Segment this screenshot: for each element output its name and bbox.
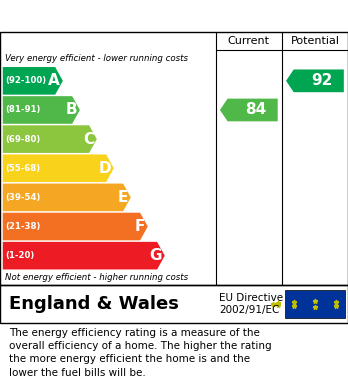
Text: Potential: Potential [291, 36, 339, 46]
Text: F: F [135, 219, 145, 234]
Text: (69-80): (69-80) [5, 135, 40, 143]
Text: A: A [48, 74, 60, 88]
Text: (81-91): (81-91) [5, 106, 41, 115]
Bar [285, 290, 345, 318]
Polygon shape [220, 99, 278, 121]
Text: (92-100): (92-100) [5, 76, 46, 85]
Text: 84: 84 [245, 102, 267, 117]
Text: C: C [83, 132, 94, 147]
Text: (39-54): (39-54) [5, 193, 41, 202]
Text: EU Directive
2002/91/EC: EU Directive 2002/91/EC [219, 293, 283, 315]
Text: Not energy efficient - higher running costs: Not energy efficient - higher running co… [5, 273, 188, 282]
Text: G: G [149, 248, 162, 263]
Text: (55-68): (55-68) [5, 164, 40, 173]
Polygon shape [3, 184, 131, 211]
Polygon shape [3, 96, 80, 124]
Polygon shape [3, 67, 63, 95]
Text: (21-38): (21-38) [5, 222, 41, 231]
Polygon shape [286, 70, 344, 92]
Text: Current: Current [228, 36, 270, 46]
Text: E: E [118, 190, 128, 205]
Text: D: D [98, 161, 111, 176]
Text: Very energy efficient - lower running costs: Very energy efficient - lower running co… [5, 54, 188, 63]
Polygon shape [3, 125, 97, 153]
Text: Energy Efficiency Rating: Energy Efficiency Rating [9, 7, 238, 25]
Polygon shape [3, 154, 114, 182]
Text: England & Wales: England & Wales [9, 295, 179, 313]
Polygon shape [3, 213, 148, 240]
Text: The energy efficiency rating is a measure of the
overall efficiency of a home. T: The energy efficiency rating is a measur… [9, 328, 271, 378]
Text: B: B [65, 102, 77, 117]
Polygon shape [3, 242, 165, 269]
Text: 92: 92 [311, 74, 333, 88]
Text: (1-20): (1-20) [5, 251, 34, 260]
